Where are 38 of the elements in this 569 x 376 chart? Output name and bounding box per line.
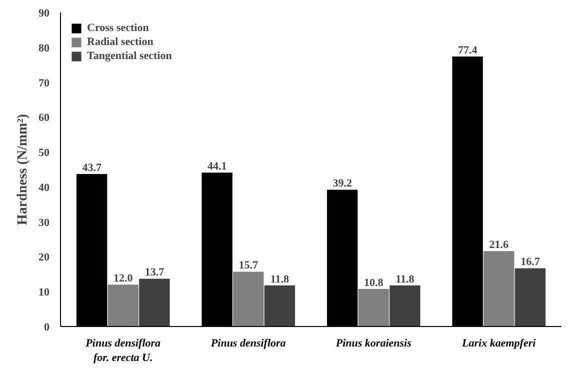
y-tick-label: 90	[38, 8, 50, 20]
y-axis-title: Hardness (N/mm²)	[16, 114, 30, 226]
legend-label: Cross section	[87, 22, 149, 34]
y-tick-label: 80	[38, 42, 50, 54]
y-tick-label: 10	[38, 286, 50, 299]
data-label: 43.7	[82, 162, 102, 174]
y-tick-label: 60	[38, 112, 50, 124]
y-tick-label: 0	[44, 322, 50, 334]
x-tick-label: Larix kaempferi	[461, 338, 537, 350]
y-tick-label: 50	[38, 147, 50, 160]
bar	[358, 288, 389, 326]
data-label: 11.8	[270, 273, 290, 286]
bar	[108, 284, 138, 326]
data-label: 21.6	[489, 239, 509, 252]
bar	[390, 285, 420, 326]
bar	[484, 251, 514, 326]
data-label: 13.7	[144, 266, 165, 279]
y-tick-label: 30	[38, 216, 50, 229]
bar	[233, 272, 264, 326]
legend-label: Tangential section	[87, 50, 172, 62]
data-label: 16.7	[520, 256, 540, 268]
data-label: 10.8	[364, 276, 384, 289]
data-label: 11.8	[396, 273, 415, 286]
legend-label: Radial section	[87, 36, 154, 48]
data-label: 44.1	[207, 160, 227, 173]
x-tick-label: Pinus koraiensis	[336, 338, 412, 350]
y-tick-label: 40	[38, 182, 50, 194]
bar	[264, 285, 296, 326]
data-label: 12.0	[114, 272, 134, 285]
x-tick-label: Pinus densiflora	[210, 338, 286, 350]
data-label: 39.2	[332, 178, 352, 190]
data-label: 77.4	[458, 44, 478, 56]
bar	[514, 268, 546, 326]
y-tick-label: 70	[38, 77, 50, 90]
y-tick-label: 20	[38, 252, 50, 264]
bar	[139, 278, 170, 326]
x-tick-label: Pinus densiflora for. erecta U.	[86, 338, 162, 364]
data-label: 15.7	[238, 260, 258, 272]
